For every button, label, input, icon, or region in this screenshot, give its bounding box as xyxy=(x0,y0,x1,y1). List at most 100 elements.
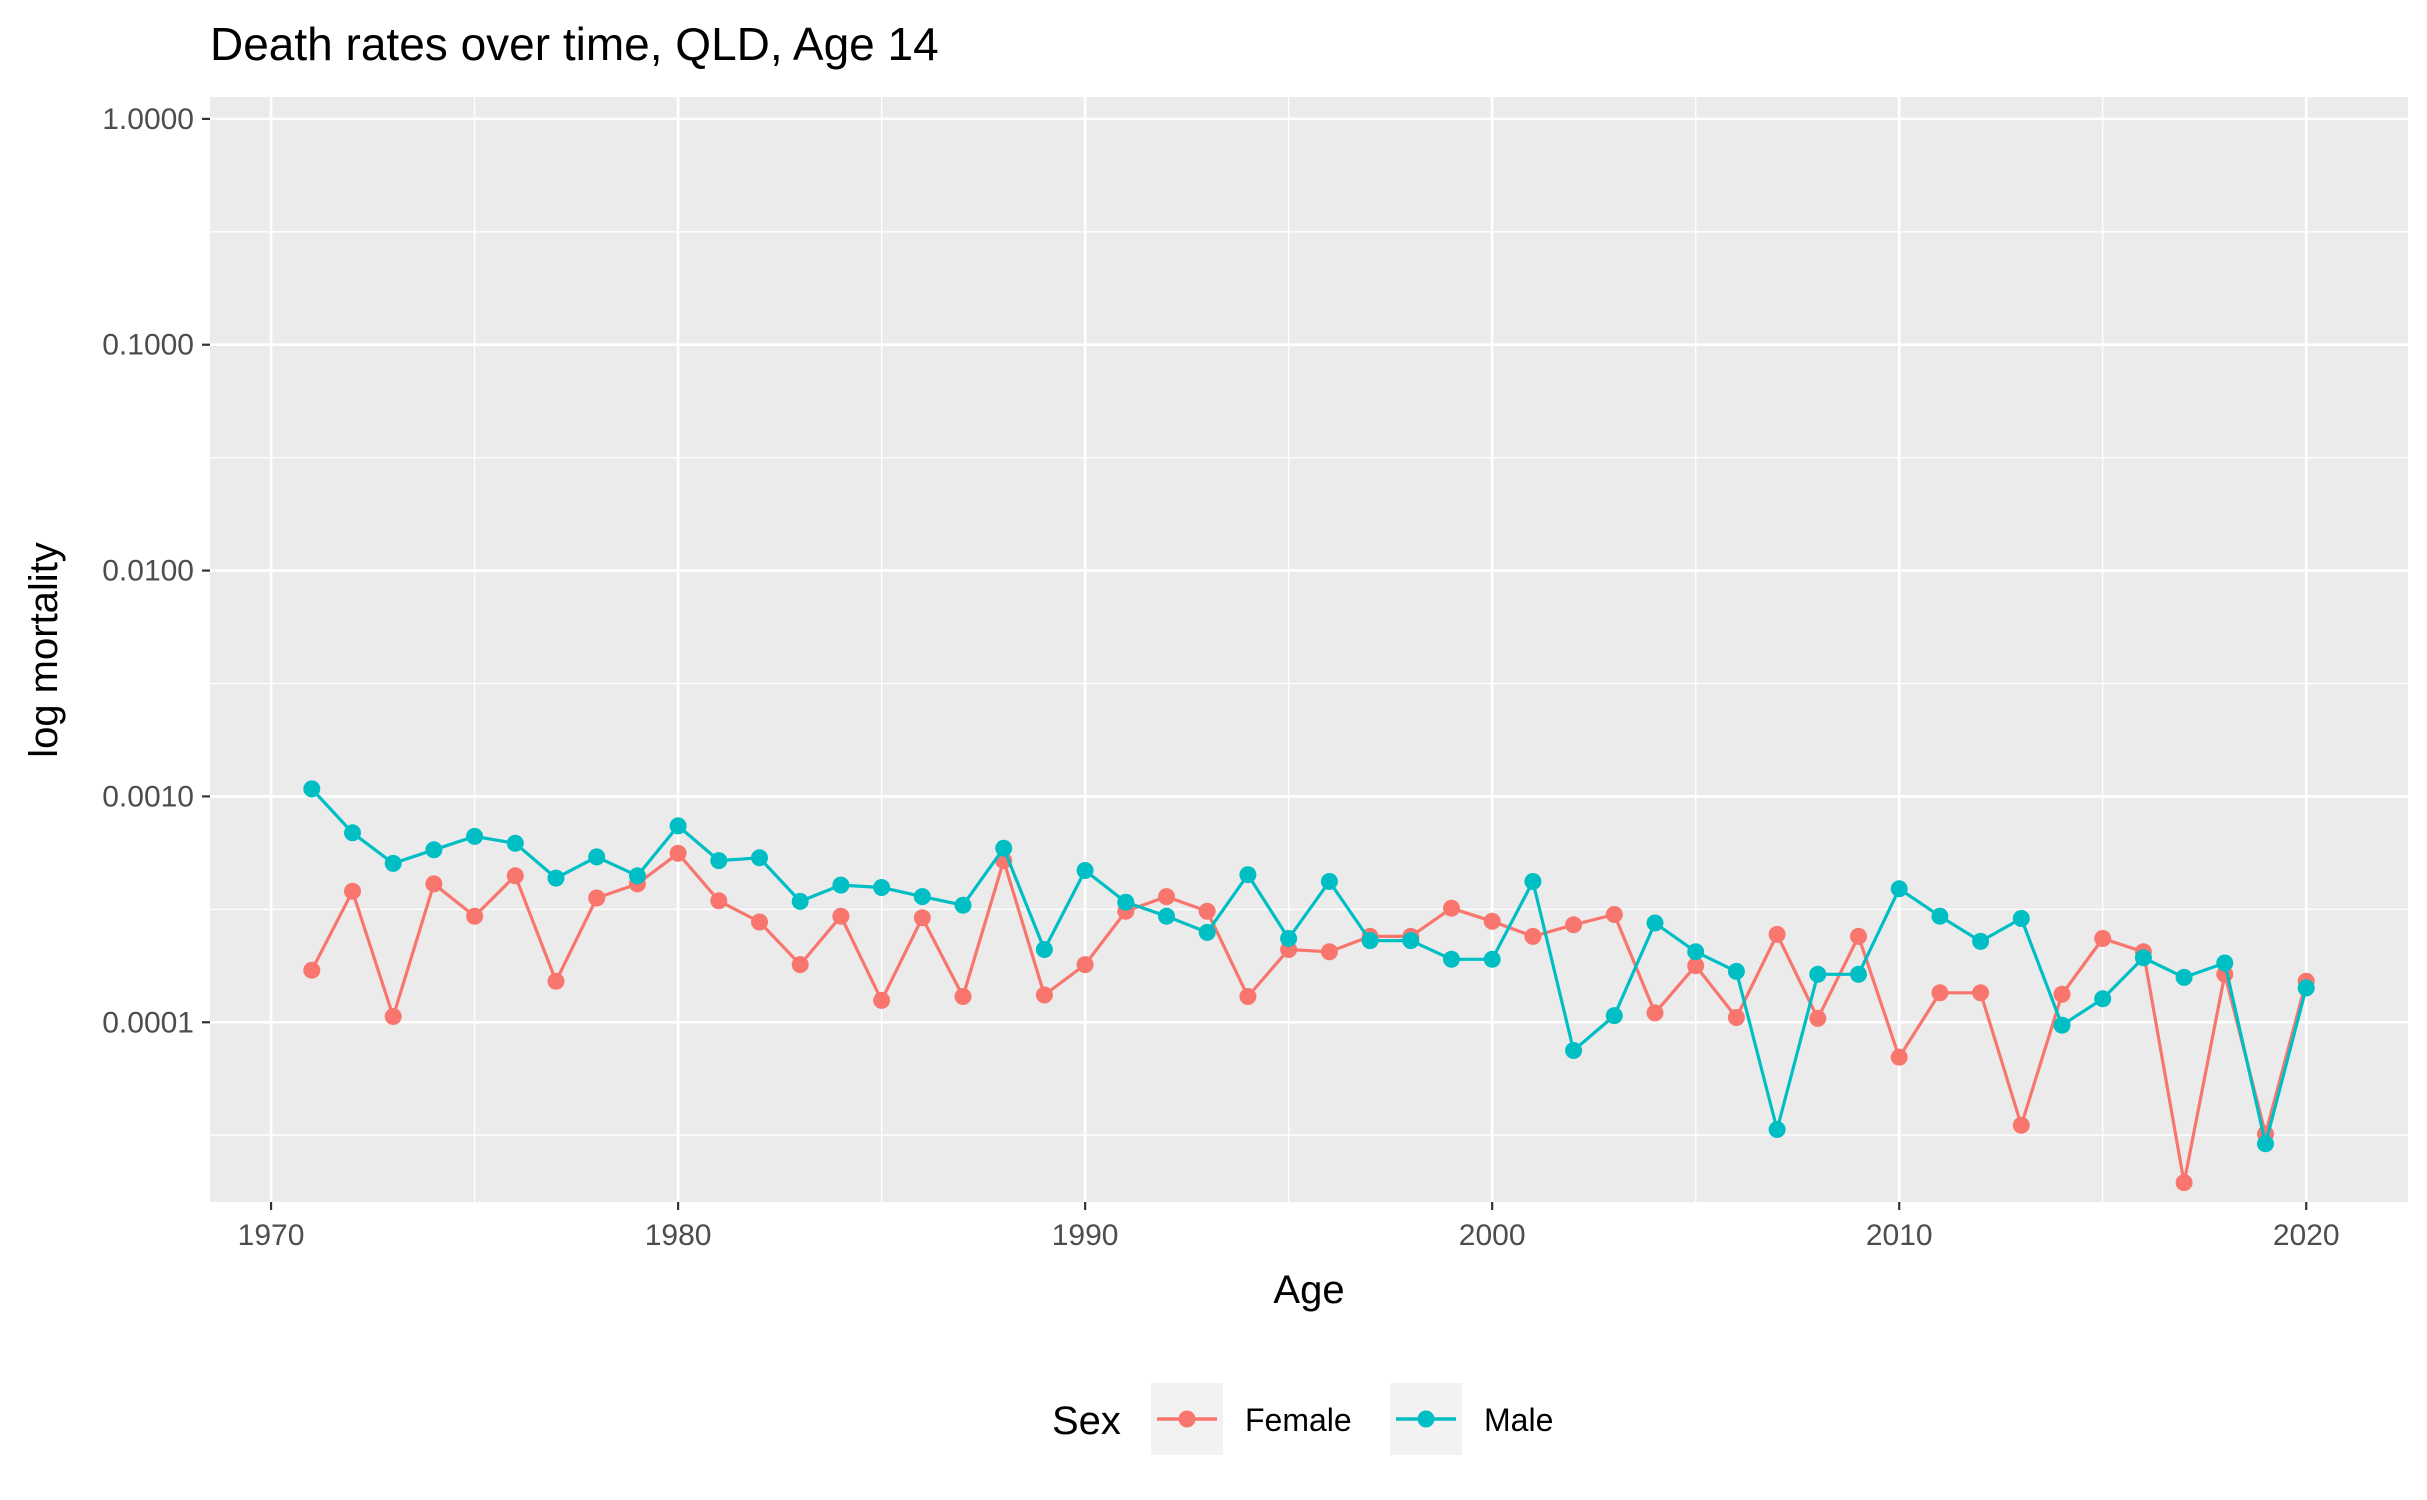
data-point-male xyxy=(1646,914,1664,932)
data-point-female xyxy=(1565,916,1583,934)
data-point-male xyxy=(2257,1135,2274,1153)
data-point-female xyxy=(1850,927,1867,945)
legend-key-point-male xyxy=(1417,1410,1435,1428)
data-point-male xyxy=(1809,965,1827,983)
data-point-male xyxy=(2216,954,2234,972)
data-point-male xyxy=(751,849,768,867)
data-point-female xyxy=(1890,1048,1908,1066)
data-point-female xyxy=(1524,927,1542,945)
data-point-male xyxy=(1524,873,1542,890)
data-point-male xyxy=(1239,866,1257,884)
plot-background xyxy=(210,97,2408,1202)
legend-title: Sex xyxy=(1052,1399,1121,1443)
data-point-female xyxy=(425,875,443,893)
data-point-male xyxy=(1402,932,1420,950)
legend-label-female: Female xyxy=(1245,1402,1352,1438)
x-tick-label: 1970 xyxy=(238,1219,305,1252)
data-point-female xyxy=(2053,985,2071,1003)
data-point-male xyxy=(1443,950,1460,968)
data-point-male xyxy=(1198,923,1216,941)
legend-key-point-female xyxy=(1178,1410,1196,1428)
data-point-male xyxy=(873,879,891,896)
data-point-male xyxy=(384,854,402,872)
data-point-female xyxy=(1768,925,1786,943)
data-point-female xyxy=(1198,902,1216,920)
data-point-male xyxy=(1768,1121,1786,1138)
data-point-male xyxy=(2175,968,2193,986)
data-point-male xyxy=(425,841,443,859)
data-point-female xyxy=(2175,1174,2193,1192)
data-point-female xyxy=(1320,943,1338,961)
data-point-female xyxy=(2094,930,2112,947)
data-point-female xyxy=(466,907,484,925)
y-tick-label: 0.0100 xyxy=(102,555,194,588)
data-point-male xyxy=(1483,950,1501,968)
data-point-male xyxy=(2297,979,2315,997)
data-point-male xyxy=(791,892,809,910)
y-tick-label: 0.0001 xyxy=(102,1006,194,1039)
data-point-female xyxy=(384,1008,402,1025)
data-point-female xyxy=(1972,984,1990,1002)
x-tick-label: 1990 xyxy=(1052,1219,1119,1252)
data-point-male xyxy=(1687,943,1705,961)
data-point-female xyxy=(1443,899,1460,917)
data-point-female xyxy=(1809,1009,1827,1027)
major-gridlines xyxy=(210,97,2408,1202)
data-point-female xyxy=(1035,986,1053,1004)
data-point-female xyxy=(1158,888,1175,906)
data-point-male xyxy=(1076,862,1094,879)
data-point-female xyxy=(1239,988,1257,1005)
data-point-male xyxy=(1035,941,1053,958)
data-point-male xyxy=(588,848,606,866)
y-tick-label: 0.1000 xyxy=(102,329,194,362)
data-point-male xyxy=(1280,930,1298,947)
x-tick-label: 2020 xyxy=(2273,1219,2340,1252)
data-point-female xyxy=(547,972,565,990)
y-axis-title: log mortality xyxy=(22,542,66,758)
data-point-male xyxy=(954,896,972,914)
axis-layer: 1970 1980 1990 2000 2010 2020 0.0001 0.0010 0.01… xyxy=(102,103,2339,1252)
data-point-male xyxy=(710,852,728,870)
data-point-female xyxy=(873,991,891,1009)
data-point-male xyxy=(995,839,1013,857)
data-point-female xyxy=(1076,956,1094,974)
data-point-female xyxy=(1483,912,1501,930)
data-point-male xyxy=(466,827,484,845)
data-point-male xyxy=(2053,1016,2071,1034)
data-point-male xyxy=(669,817,687,835)
legend-item-male: Male xyxy=(1390,1383,1553,1455)
data-point-female xyxy=(913,909,931,927)
data-point-male xyxy=(1931,907,1949,925)
data-point-female xyxy=(1687,957,1705,975)
data-point-male xyxy=(303,780,321,798)
y-tick-label: 0.0010 xyxy=(102,780,194,813)
data-point-female xyxy=(2012,1116,2030,1134)
series-layer xyxy=(303,780,2315,1192)
data-point-female xyxy=(1646,1004,1664,1022)
data-point-female xyxy=(954,988,972,1005)
data-point-male xyxy=(1320,873,1338,890)
legend: Sex Female Male xyxy=(1052,1383,1553,1455)
data-point-female xyxy=(791,956,809,974)
data-point-male xyxy=(1361,932,1379,950)
data-point-female xyxy=(588,889,606,907)
data-point-male xyxy=(832,876,850,894)
data-point-female xyxy=(1605,906,1623,923)
x-tick-label: 2000 xyxy=(1459,1219,1526,1252)
chart-title: Death rates over time, QLD, Age 14 xyxy=(210,18,939,70)
series-male xyxy=(303,780,2315,1153)
data-point-male xyxy=(1605,1007,1623,1025)
x-tick-label: 2010 xyxy=(1866,1219,1933,1252)
data-point-female xyxy=(832,907,850,925)
legend-label-male: Male xyxy=(1484,1402,1553,1438)
x-axis-title: Age xyxy=(1273,1268,1344,1312)
data-point-female xyxy=(1931,984,1949,1002)
data-point-male xyxy=(913,888,931,906)
data-point-female xyxy=(303,961,321,979)
y-tick-label: 1.0000 xyxy=(102,103,194,136)
data-point-female xyxy=(506,867,524,885)
data-point-female xyxy=(1727,1009,1745,1026)
data-point-male xyxy=(1972,932,1990,950)
data-point-male xyxy=(1117,893,1135,911)
